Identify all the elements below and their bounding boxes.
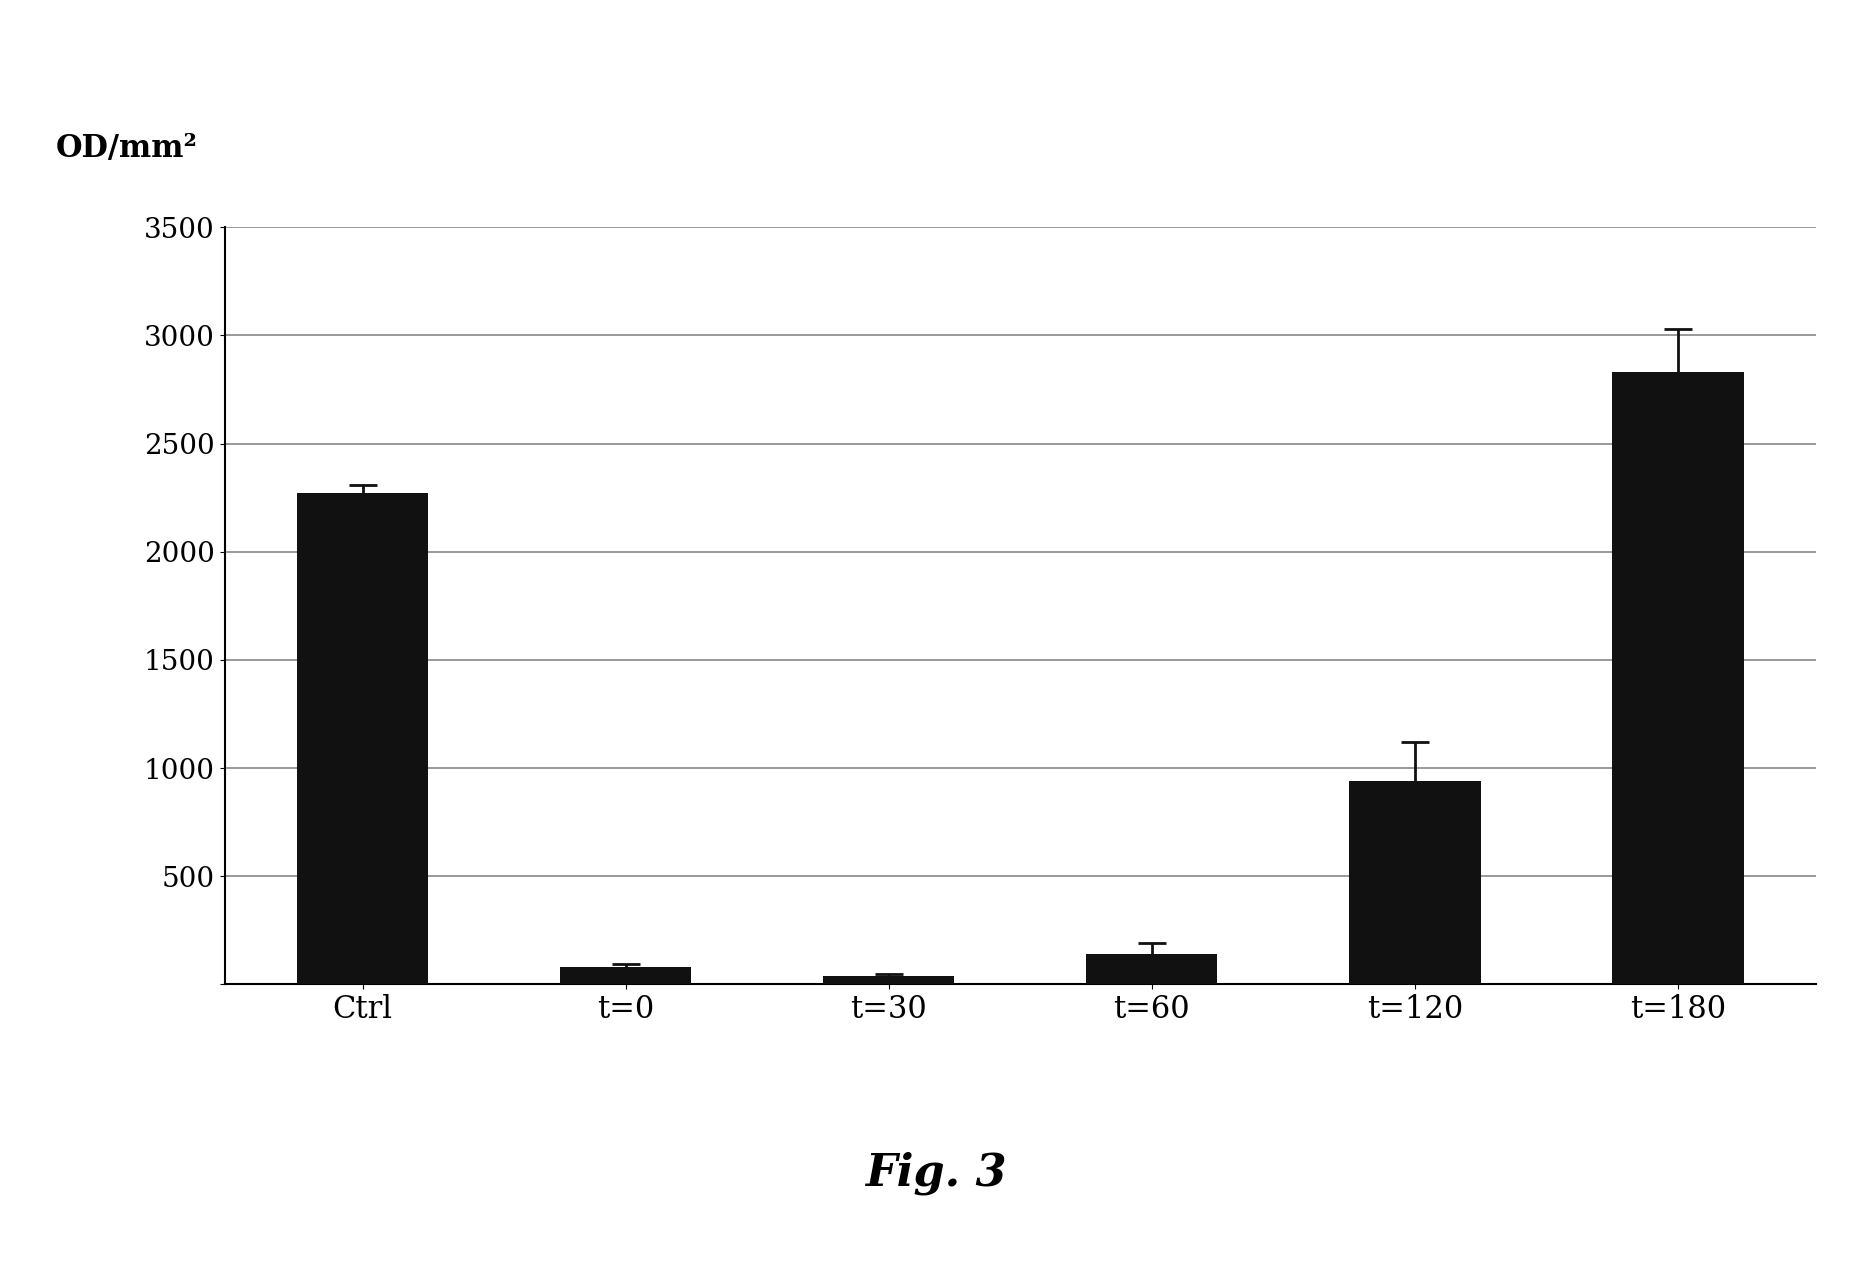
Text: Fig. 3: Fig. 3 [865, 1152, 1007, 1195]
Bar [1350, 781, 1481, 984]
Bar [560, 967, 691, 984]
Bar [1086, 954, 1217, 984]
Bar [824, 976, 955, 984]
Text: OD/mm²: OD/mm² [56, 133, 198, 164]
Bar [1612, 372, 1743, 984]
Bar [298, 493, 429, 984]
